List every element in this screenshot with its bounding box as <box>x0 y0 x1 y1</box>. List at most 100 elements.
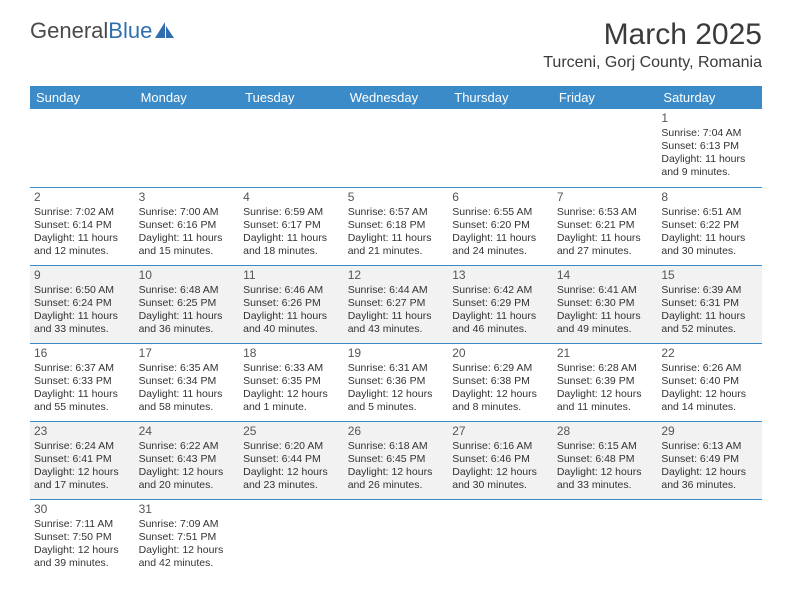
day-detail-line: Sunset: 6:30 PM <box>557 297 654 310</box>
calendar-day-cell: 4Sunrise: 6:59 AMSunset: 6:17 PMDaylight… <box>239 187 344 265</box>
day-detail-line: Sunrise: 7:00 AM <box>139 206 236 219</box>
day-detail-line: and 18 minutes. <box>243 245 340 258</box>
day-detail-line: Sunset: 6:27 PM <box>348 297 445 310</box>
calendar-day-cell: 7Sunrise: 6:53 AMSunset: 6:21 PMDaylight… <box>553 187 658 265</box>
day-number: 9 <box>34 268 131 283</box>
day-detail-line: and 14 minutes. <box>661 401 758 414</box>
day-detail-line: and 55 minutes. <box>34 401 131 414</box>
day-detail-line: Daylight: 11 hours <box>139 388 236 401</box>
day-detail-line: Daylight: 12 hours <box>34 544 131 557</box>
calendar-head: SundayMondayTuesdayWednesdayThursdayFrid… <box>30 86 762 109</box>
dayname-header: Wednesday <box>344 86 449 109</box>
day-detail-line: Sunrise: 6:28 AM <box>557 362 654 375</box>
day-detail-line: and 42 minutes. <box>139 557 236 570</box>
day-detail-line: Sunrise: 6:46 AM <box>243 284 340 297</box>
day-detail-line: Daylight: 11 hours <box>348 232 445 245</box>
day-number: 5 <box>348 190 445 205</box>
calendar-day-cell <box>30 109 135 187</box>
calendar-day-cell <box>239 109 344 187</box>
day-detail-line: Sunset: 6:40 PM <box>661 375 758 388</box>
calendar-day-cell: 30Sunrise: 7:11 AMSunset: 7:50 PMDayligh… <box>30 499 135 577</box>
day-detail-line: Daylight: 11 hours <box>452 232 549 245</box>
day-number: 29 <box>661 424 758 439</box>
calendar-week-row: 1Sunrise: 7:04 AMSunset: 6:13 PMDaylight… <box>30 109 762 187</box>
logo-text-1: General <box>30 18 108 44</box>
day-number: 3 <box>139 190 236 205</box>
day-number: 27 <box>452 424 549 439</box>
day-number: 11 <box>243 268 340 283</box>
day-detail-line: and 24 minutes. <box>452 245 549 258</box>
calendar-day-cell: 23Sunrise: 6:24 AMSunset: 6:41 PMDayligh… <box>30 421 135 499</box>
calendar-week-row: 16Sunrise: 6:37 AMSunset: 6:33 PMDayligh… <box>30 343 762 421</box>
calendar-day-cell: 1Sunrise: 7:04 AMSunset: 6:13 PMDaylight… <box>657 109 762 187</box>
day-detail-line: and 23 minutes. <box>243 479 340 492</box>
calendar-day-cell <box>239 499 344 577</box>
calendar-week-row: 9Sunrise: 6:50 AMSunset: 6:24 PM Daylight… <box>30 265 762 343</box>
logo-text-2: Blue <box>108 18 152 44</box>
calendar-day-cell <box>553 109 658 187</box>
day-detail-line: and 33 minutes. <box>557 479 654 492</box>
day-number: 23 <box>34 424 131 439</box>
day-detail-line: Sunrise: 6:15 AM <box>557 440 654 453</box>
day-number: 17 <box>139 346 236 361</box>
day-detail-line: Sunrise: 6:41 AM <box>557 284 654 297</box>
day-number: 15 <box>661 268 758 283</box>
day-detail-line: and 20 minutes. <box>139 479 236 492</box>
day-number: 6 <box>452 190 549 205</box>
day-detail-line: Sunrise: 6:44 AM <box>348 284 445 297</box>
calendar-day-cell: 14Sunrise: 6:41 AMSunset: 6:30 PMDayligh… <box>553 265 658 343</box>
day-number: 19 <box>348 346 445 361</box>
day-detail-line: and 49 minutes. <box>557 323 654 336</box>
day-detail-line: Daylight: 11 hours <box>348 310 445 323</box>
day-detail-line: Sunrise: 6:37 AM <box>34 362 131 375</box>
day-detail-line: Daylight: 11 hours <box>661 232 758 245</box>
day-detail-line: Sunset: 6:18 PM <box>348 219 445 232</box>
calendar-day-cell: 8Sunrise: 6:51 AMSunset: 6:22 PMDaylight… <box>657 187 762 265</box>
calendar-week-row: 23Sunrise: 6:24 AMSunset: 6:41 PMDayligh… <box>30 421 762 499</box>
day-detail-line: and 43 minutes. <box>348 323 445 336</box>
day-number: 25 <box>243 424 340 439</box>
day-detail-line: and 33 minutes. <box>34 323 131 336</box>
calendar-day-cell: 20Sunrise: 6:29 AMSunset: 6:38 PMDayligh… <box>448 343 553 421</box>
calendar-day-cell <box>344 109 449 187</box>
day-detail-line: Sunrise: 6:20 AM <box>243 440 340 453</box>
page-header: GeneralBlue March 2025 Turceni, Gorj Cou… <box>0 0 792 78</box>
day-detail-line: Sunset: 6:25 PM <box>139 297 236 310</box>
day-number: 28 <box>557 424 654 439</box>
calendar-week-row: 2Sunrise: 7:02 AMSunset: 6:14 PMDaylight… <box>30 187 762 265</box>
day-detail-line: Sunrise: 6:50 AM <box>34 284 131 297</box>
day-number: 12 <box>348 268 445 283</box>
calendar-day-cell: 21Sunrise: 6:28 AMSunset: 6:39 PMDayligh… <box>553 343 658 421</box>
day-detail-line: Sunset: 6:24 PM <box>34 297 131 310</box>
day-detail-line: Sunset: 6:20 PM <box>452 219 549 232</box>
day-detail-line: and 39 minutes. <box>34 557 131 570</box>
day-detail-line: Sunrise: 6:53 AM <box>557 206 654 219</box>
day-detail-line: and 1 minute. <box>243 401 340 414</box>
calendar-day-cell: 28Sunrise: 6:15 AMSunset: 6:48 PMDayligh… <box>553 421 658 499</box>
calendar-day-cell: 11Sunrise: 6:46 AMSunset: 6:26 PMDayligh… <box>239 265 344 343</box>
calendar-body: 1Sunrise: 7:04 AMSunset: 6:13 PMDaylight… <box>30 109 762 577</box>
day-detail-line: Sunrise: 6:29 AM <box>452 362 549 375</box>
calendar-day-cell <box>553 499 658 577</box>
dayname-header: Sunday <box>30 86 135 109</box>
day-detail-line: and 5 minutes. <box>348 401 445 414</box>
calendar-day-cell: 31Sunrise: 7:09 AMSunset: 7:51 PMDayligh… <box>135 499 240 577</box>
day-detail-line: Sunrise: 6:51 AM <box>661 206 758 219</box>
calendar-day-cell: 25Sunrise: 6:20 AMSunset: 6:44 PMDayligh… <box>239 421 344 499</box>
day-number: 2 <box>34 190 131 205</box>
day-detail-line: Sunset: 6:22 PM <box>661 219 758 232</box>
calendar-day-cell <box>657 499 762 577</box>
day-number: 7 <box>557 190 654 205</box>
day-detail-line: Sunset: 6:49 PM <box>661 453 758 466</box>
calendar-day-cell <box>448 499 553 577</box>
calendar-table: SundayMondayTuesdayWednesdayThursdayFrid… <box>30 86 762 577</box>
calendar-day-cell <box>344 499 449 577</box>
logo: GeneralBlue <box>30 18 176 44</box>
day-number: 18 <box>243 346 340 361</box>
calendar-day-cell: 16Sunrise: 6:37 AMSunset: 6:33 PMDayligh… <box>30 343 135 421</box>
day-detail-line: Sunrise: 7:09 AM <box>139 518 236 531</box>
day-number: 4 <box>243 190 340 205</box>
day-detail-line: Daylight: 12 hours <box>557 466 654 479</box>
day-detail-line: Daylight: 12 hours <box>139 544 236 557</box>
day-detail-line: and 15 minutes. <box>139 245 236 258</box>
